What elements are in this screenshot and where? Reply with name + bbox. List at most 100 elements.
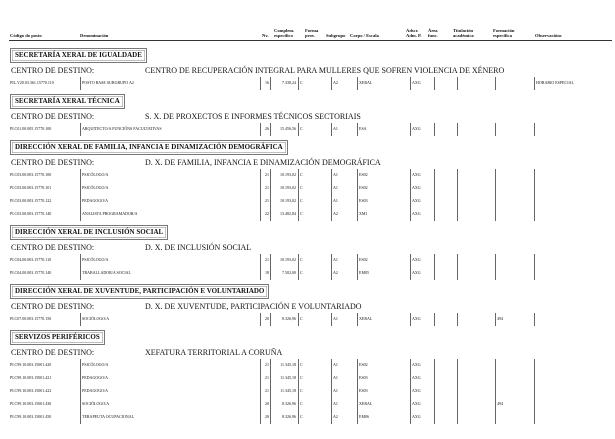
column-divider <box>457 398 458 411</box>
column-divider <box>331 359 332 372</box>
cell-corpo: ES02 <box>359 257 368 262</box>
section-title: DIRECCIÓN XERAL DE INCLUSIÓN SOCIAL <box>10 225 169 240</box>
column-divider <box>298 385 299 398</box>
cell-forma: C <box>300 316 303 321</box>
column-divider <box>357 123 358 136</box>
column-divider <box>331 195 332 208</box>
centro-name: D. X. DE INCLUSIÓN SOCIAL <box>145 243 252 252</box>
cell-codigo: PI.C99.10.003.15001.421 <box>10 375 52 380</box>
table-row: PI.C04.00.003.15770.110 PSICÓLOGO/A 21 10.1… <box>0 254 615 267</box>
col-corpo: Corpo / Escala <box>350 32 379 38</box>
cell-nv: 20 <box>265 414 269 419</box>
cell-adscr: AXG <box>412 80 421 85</box>
column-divider <box>357 169 358 182</box>
column-divider <box>260 169 261 182</box>
column-divider <box>260 182 261 195</box>
cell-forma: C <box>300 198 303 203</box>
column-divider <box>80 182 81 195</box>
centro-name: CENTRO DE RECUPERACIÓN INTEGRAL PARA MUL… <box>145 66 505 75</box>
column-divider <box>495 208 496 221</box>
column-divider <box>357 254 358 267</box>
col-titulacion: Titulación académica <box>453 27 474 38</box>
table-row: PI.C99.10.003.15001.422 PEDAGOGO/A 21 11.34… <box>0 385 615 398</box>
cell-forma: C <box>300 401 303 406</box>
cell-corpo: ES03 <box>359 198 368 203</box>
column-divider <box>410 267 411 280</box>
cell-subgrupo: A1 <box>333 401 338 406</box>
column-divider <box>410 77 411 90</box>
column-divider <box>331 313 332 326</box>
cell-corpo: XERAL <box>359 401 373 406</box>
centro-destino: CENTRO DE DESTINO: S. X. DE PROXECTOS E I… <box>0 111 615 123</box>
column-divider <box>260 385 261 398</box>
column-divider <box>457 267 458 280</box>
cell-codigo: PIL.V20.03.361.15770.110 <box>10 80 54 85</box>
column-divider <box>434 182 435 195</box>
cell-adscr: AXG <box>412 185 421 190</box>
column-divider <box>260 411 261 424</box>
col-observacions: Observacións <box>535 32 562 38</box>
column-divider <box>495 385 496 398</box>
cell-adscr: AXG <box>412 270 421 275</box>
cell-formacion: 494 <box>497 401 503 406</box>
cell-subgrupo: A1 <box>333 172 338 177</box>
centro-destino: CENTRO DE DESTINO: XEFATURA TERRITORIAL A… <box>0 347 615 359</box>
column-divider <box>331 123 332 136</box>
cell-nv: 21 <box>265 172 269 177</box>
column-divider <box>534 359 535 372</box>
cell-corpo: ES03 <box>359 375 368 380</box>
table-row: PI.C99.10.003.15001.421 PEDAGOGO/A 21 11.34… <box>0 372 615 385</box>
cell-adscr: AXG <box>412 198 421 203</box>
cell-corpo: EM06 <box>359 414 369 419</box>
column-divider <box>357 182 358 195</box>
cell-codigo: PI.C04.00.003.15770.140 <box>10 270 52 275</box>
section-title: DIRECCIÓN XERAL DE FAMILIA, INFANCIA E D… <box>10 140 288 155</box>
column-divider <box>298 182 299 195</box>
cell-nv: 21 <box>265 198 269 203</box>
cell-nv: 16 <box>265 80 269 85</box>
column-divider <box>457 169 458 182</box>
column-divider <box>298 313 299 326</box>
cell-corpo: XERAL <box>359 80 373 85</box>
cell-nv: 20 <box>265 316 269 321</box>
column-divider <box>534 182 535 195</box>
section-title: SECRETARÍA XERAL TÉCNICA <box>10 94 125 109</box>
column-divider <box>260 123 261 136</box>
column-divider <box>331 169 332 182</box>
column-divider <box>457 208 458 221</box>
cell-subgrupo: A2 <box>333 414 338 419</box>
column-divider <box>270 359 271 372</box>
cell-subgrupo: A1 <box>333 198 338 203</box>
cell-corpo: EM05 <box>359 270 369 275</box>
cell-adscr: AXG <box>412 172 421 177</box>
table-row: PI.C01.00.005.15770.100 ARQUITECTO/A FUNC… <box>0 123 615 136</box>
column-divider <box>260 267 261 280</box>
cell-complemento: 10.193,02 <box>280 257 296 262</box>
column-divider <box>80 208 81 221</box>
col-adscr: Adscr. Adm. P. <box>406 27 422 38</box>
column-divider <box>357 208 358 221</box>
column-divider <box>410 169 411 182</box>
cell-nv: 22 <box>265 211 269 216</box>
cell-forma: C <box>300 211 303 216</box>
cell-nv: 21 <box>265 257 269 262</box>
centro-destino: CENTRO DE DESTINO: D. X. DE XUVENTUDE, PA… <box>0 301 615 313</box>
cell-denominacion: ARQUITECTO/A FUNCIÓNS FACULTATIVAS <box>82 126 162 131</box>
cell-adscr: AXG <box>412 375 421 380</box>
column-divider <box>80 123 81 136</box>
table-row: PI.C03.00.003.15770.140 ANALISTA PROGRAMA… <box>0 208 615 221</box>
cell-forma: C <box>300 80 303 85</box>
column-divider <box>80 169 81 182</box>
cell-denominacion: SOCIÓLOGO/A <box>82 401 110 406</box>
cell-subgrupo: A2 <box>333 80 338 85</box>
column-divider <box>357 195 358 208</box>
cell-forma: C <box>300 185 303 190</box>
cell-forma: C <box>300 362 303 367</box>
column-divider <box>260 372 261 385</box>
cell-complemento: 8.326,96 <box>282 316 296 321</box>
cell-corpo: ES02 <box>359 362 368 367</box>
cell-codigo: PI.C03.00.003.15770.101 <box>10 185 52 190</box>
column-divider <box>270 313 271 326</box>
cell-denominacion: PSICÓLOGO/A <box>82 185 109 190</box>
column-divider <box>270 169 271 182</box>
